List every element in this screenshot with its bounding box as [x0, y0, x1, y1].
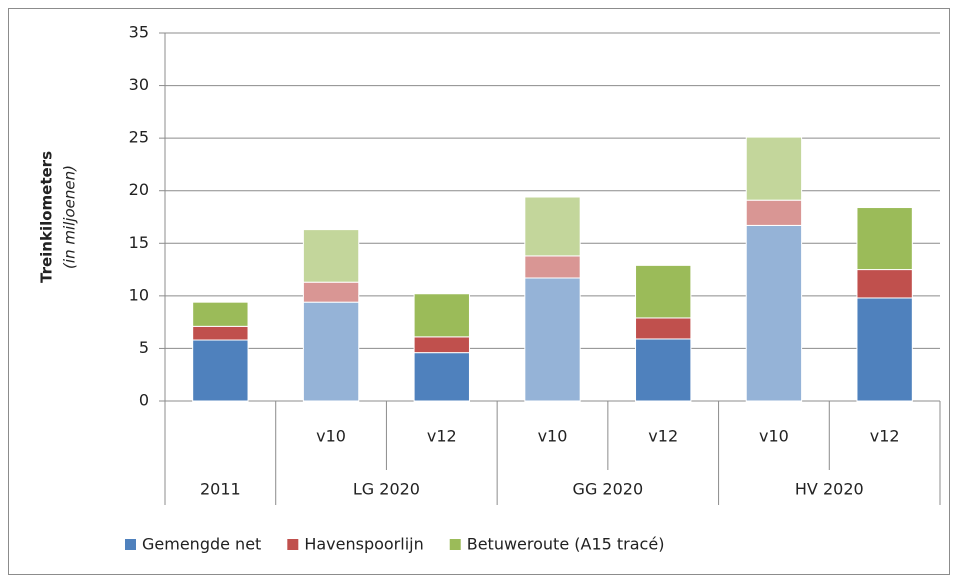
legend-swatch	[287, 539, 299, 550]
group-label: GG 2020	[573, 480, 644, 499]
y-tick-label: 0	[139, 391, 149, 410]
bar-segment	[192, 325, 249, 341]
bar-segment	[745, 199, 803, 226]
group-label: LG 2020	[353, 480, 420, 499]
bar-segment	[413, 336, 470, 354]
legend-swatch	[125, 539, 136, 550]
bar-segment	[635, 338, 692, 402]
x-tick-label: v12	[648, 427, 678, 446]
bar-segment	[302, 229, 360, 283]
y-tick-label: 25	[129, 128, 149, 147]
bar-segment	[856, 297, 913, 402]
y-tick-label: 10	[129, 285, 149, 304]
bar-segment	[192, 339, 249, 402]
group-label: 2011	[200, 480, 241, 499]
x-tick-label: v12	[427, 427, 457, 446]
y-tick-label: 30	[129, 75, 149, 94]
y-axis-title: Treinkilometers (in miljoenen)	[38, 151, 79, 283]
bar-segment	[524, 255, 581, 279]
bar-segment	[413, 293, 470, 338]
bar-segment	[856, 207, 913, 271]
y-tick-label: 35	[129, 23, 149, 42]
bar-segment	[856, 269, 913, 299]
legend-label: Betuweroute (A15 tracé)	[467, 535, 665, 554]
bar-segment	[745, 136, 803, 201]
x-tick-label: v10	[316, 427, 346, 446]
y-tick-label: 5	[139, 338, 149, 357]
group-label: HV 2020	[795, 480, 864, 499]
y-axis-label: Treinkilometers	[38, 151, 56, 283]
bar-segment	[524, 196, 581, 257]
bar-segment	[302, 281, 360, 303]
legend-label: Gemengde net	[142, 535, 261, 554]
y-tick-label: 15	[129, 233, 149, 252]
y-tick-label: 20	[129, 180, 149, 199]
bar-segment	[635, 264, 692, 319]
bar-segment	[192, 301, 249, 327]
legend-swatch	[449, 539, 461, 550]
bar-segment	[524, 277, 581, 402]
bar-segment	[745, 224, 803, 402]
bar-segment	[635, 317, 692, 340]
y-axis-sublabel: (in miljoenen)	[61, 165, 79, 269]
bar-segment	[413, 352, 470, 402]
bar-segment	[302, 301, 360, 402]
legend-label: Havenspoorlijn	[304, 535, 423, 554]
x-tick-label: v10	[759, 427, 789, 446]
x-tick-label: v10	[538, 427, 568, 446]
x-tick-label: v12	[870, 427, 900, 446]
